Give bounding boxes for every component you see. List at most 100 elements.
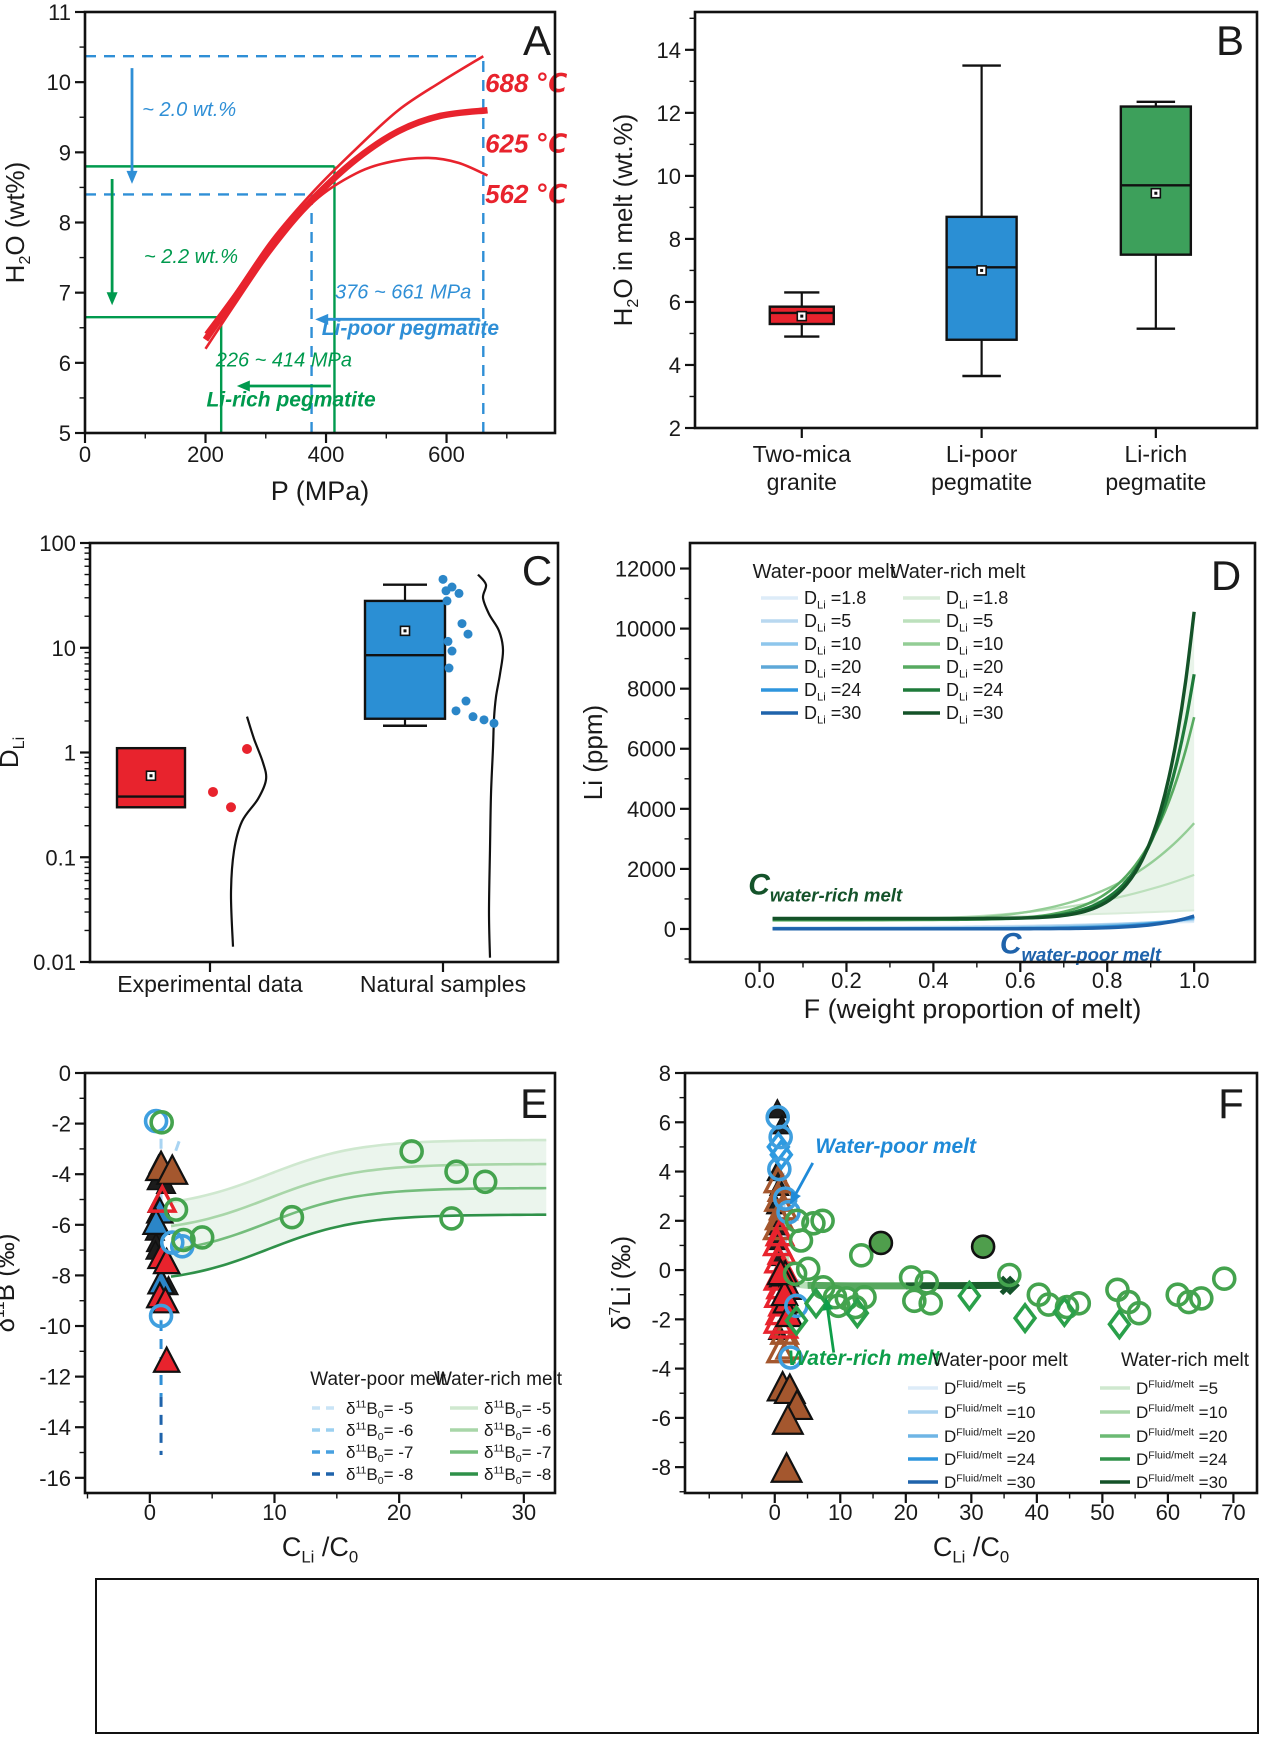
svg-text:DFluid/melt =10: DFluid/melt =10 — [1136, 1403, 1228, 1422]
svg-text:12000: 12000 — [615, 557, 676, 582]
marker-dot-blue — [463, 629, 473, 639]
marker-circ-green-open — [279, 1204, 305, 1230]
marker-dot-red — [242, 743, 252, 754]
svg-text:-12: -12 — [39, 1365, 71, 1390]
panel-a: ~ 2.0 wt.% ~ 2.2 wt.% 376 ~ 661 MPa Li-poor… — [0, 0, 568, 506]
svg-text:12: 12 — [657, 101, 681, 126]
marker-circ-green-open — [997, 1262, 1022, 1288]
marker-circ-green-open — [843, 1294, 868, 1320]
svg-text:Water-rich melt: Water-rich melt — [434, 1369, 563, 1390]
marker-dot-blue — [444, 663, 454, 673]
svg-text:0: 0 — [144, 1500, 156, 1525]
svg-text:DLi =10: DLi =10 — [946, 634, 1003, 657]
svg-text:11: 11 — [48, 0, 71, 25]
marker-diam-green-open — [784, 1304, 809, 1337]
svg-text:600: 600 — [428, 442, 465, 467]
svg-text:-4: -4 — [51, 1162, 71, 1187]
svg-text:DFluid/melt =24: DFluid/melt =24 — [944, 1450, 1036, 1469]
svg-text:DFluid/melt =10: DFluid/melt =10 — [944, 1403, 1036, 1422]
svg-text:4000: 4000 — [627, 797, 676, 822]
svg-text:DLi =1.8: DLi =1.8 — [946, 588, 1008, 611]
marker-diam-green-open — [1107, 1308, 1132, 1341]
density-curve — [477, 573, 505, 958]
svg-text:376 ~ 661 MPa: 376 ~ 661 MPa — [335, 281, 471, 303]
svg-text:6: 6 — [659, 1110, 671, 1135]
svg-text:A: A — [523, 17, 551, 64]
marker-dot-blue — [457, 619, 467, 629]
model-band — [171, 1140, 547, 1277]
svg-text:20: 20 — [387, 1500, 411, 1525]
svg-text:1: 1 — [64, 741, 76, 766]
svg-text:2: 2 — [669, 416, 681, 441]
band-line — [170, 1186, 547, 1252]
svg-text:6: 6 — [59, 351, 71, 376]
marker-dot-blue — [447, 646, 457, 656]
marker-circ-blue-open — [768, 1124, 793, 1150]
svg-text:B: B — [1216, 17, 1244, 64]
svg-text:DFluid/melt =30: DFluid/melt =30 — [1136, 1473, 1228, 1492]
svg-text:H2O in melt (wt.%): H2O in melt (wt.%) — [608, 114, 642, 327]
svg-text:10: 10 — [52, 636, 76, 661]
svg-text:Cwater-poor melt: Cwater-poor melt — [1000, 928, 1162, 965]
svg-text:10: 10 — [47, 70, 71, 95]
marker-circ-blue-open — [778, 1345, 803, 1370]
marker-circ-green-open — [189, 1225, 215, 1250]
svg-text:-8: -8 — [51, 1263, 71, 1288]
svg-text:Water-poor melt: Water-poor melt — [753, 561, 896, 583]
panel-d: Cwater-rich melt Cwater-poor melt Water-po… — [578, 541, 1257, 1024]
svg-text:Water-rich melt: Water-rich melt — [1121, 1350, 1250, 1371]
svg-text:0.2: 0.2 — [831, 968, 862, 993]
svg-text:Li (ppm): Li (ppm) — [578, 705, 608, 800]
svg-text:DLi =1.8: DLi =1.8 — [804, 588, 866, 611]
svg-text:6000: 6000 — [627, 737, 676, 762]
svg-text:6: 6 — [669, 290, 681, 315]
density-curve — [229, 716, 268, 947]
band-line — [170, 1138, 547, 1204]
svg-text:DLi =20: DLi =20 — [804, 657, 861, 680]
svg-text:D: D — [1211, 552, 1241, 599]
svg-text:10: 10 — [657, 164, 681, 189]
plot-frame — [83, 1071, 557, 1495]
svg-text:Li-poor pegmatite: Li-poor pegmatite — [322, 317, 500, 340]
svg-text:E: E — [520, 1080, 548, 1127]
marker-circ-green-open — [782, 1261, 808, 1287]
svg-text:7: 7 — [59, 281, 71, 306]
sample-legend: Jiajika Bailongshan Hornfels (drilling) … — [95, 1578, 1259, 1734]
svg-text:DLi =20: DLi =20 — [946, 657, 1003, 680]
plot-frame — [688, 541, 1257, 964]
svg-text:DFluid/melt =24: DFluid/melt =24 — [1136, 1450, 1228, 1469]
marker-dot-blue — [479, 715, 489, 725]
svg-text:Natural samples: Natural samples — [360, 971, 526, 997]
svg-text:DFluid/melt =30: DFluid/melt =30 — [944, 1473, 1036, 1492]
boxplot-natural-samples — [363, 599, 447, 720]
marker-diam-green-open — [803, 1287, 829, 1320]
marker-circ-green-open — [848, 1242, 874, 1268]
svg-text:DLi =10: DLi =10 — [804, 634, 861, 657]
svg-text:δ11B0= -8: δ11B0= -8 — [346, 1465, 413, 1488]
svg-text:~ 2.0 wt.%: ~ 2.0 wt.% — [142, 99, 236, 121]
marker-circ-green-open — [171, 1227, 196, 1253]
marker-circ-green-open — [1126, 1300, 1152, 1326]
svg-text:Cwater-rich melt: Cwater-rich melt — [748, 868, 903, 905]
marker-dot-blue — [451, 706, 461, 716]
marker-diam-green-open — [1052, 1295, 1077, 1329]
svg-text:8000: 8000 — [627, 677, 676, 702]
marker-circ-green-open — [898, 1265, 924, 1290]
svg-text:DLi =24: DLi =24 — [946, 680, 1003, 703]
marker-circ-green-open — [1176, 1289, 1202, 1315]
marker-diam-green-open — [1012, 1301, 1038, 1335]
marker-circ-green-open — [795, 1256, 821, 1282]
svg-text:100: 100 — [39, 531, 76, 556]
svg-text:Water-poor melt: Water-poor melt — [932, 1350, 1068, 1371]
svg-text:CLi /C0: CLi /C0 — [282, 1532, 358, 1566]
svg-text:DLi =30: DLi =30 — [804, 703, 861, 726]
svg-text:DLi: DLi — [0, 737, 28, 768]
marker-circ-green-fill — [970, 1234, 996, 1259]
svg-text:4: 4 — [669, 353, 681, 378]
svg-text:0.0: 0.0 — [744, 968, 775, 993]
marker-tri-red-fill — [152, 1246, 182, 1275]
svg-text:δ11B0= -6: δ11B0= -6 — [484, 1421, 551, 1444]
